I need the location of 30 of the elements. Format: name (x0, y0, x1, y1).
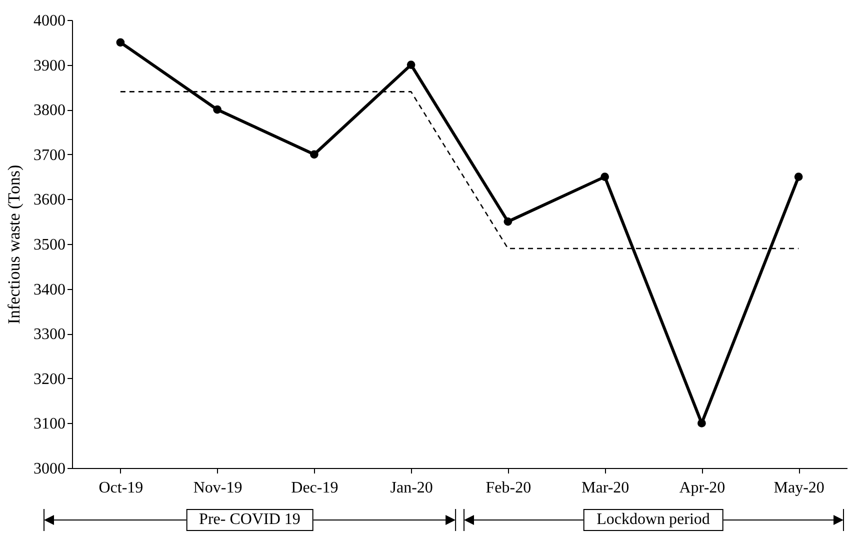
y-tick-label: 3000 (34, 460, 66, 478)
y-axis-title: Infectious waste (Tons) (4, 164, 24, 324)
text: Pre- COVID 19 (186, 509, 314, 531)
x-tick-label: Feb-20 (486, 480, 532, 496)
x-tick-label: Apr-20 (679, 480, 726, 496)
point (794, 172, 803, 181)
point (600, 172, 609, 181)
x-tick-label: Oct-19 (98, 480, 144, 496)
x-tick-label: Jan-20 (390, 480, 433, 496)
y-tick-label: 3200 (34, 370, 66, 388)
point (213, 105, 222, 114)
point (116, 38, 125, 47)
x-tick-label: Nov-19 (193, 480, 242, 496)
x-tick-label: Mar-20 (581, 480, 630, 496)
y-tick-label: 3300 (34, 326, 66, 344)
point (406, 60, 416, 69)
y-tick-label: 4000 (34, 12, 66, 30)
y-tick-label: 3100 (34, 416, 66, 433)
y-tick-label: 3900 (34, 57, 66, 74)
x-tick-label: May-20 (774, 480, 824, 496)
point (310, 150, 318, 159)
text: Lockdown period (584, 509, 723, 531)
y-tick-label: 3700 (34, 146, 66, 164)
y-tick-label: 3500 (34, 236, 66, 254)
point (504, 217, 512, 226)
y-tick-label: 3800 (34, 102, 66, 120)
y-tick-label: 3600 (34, 192, 66, 209)
y-tick-label: 3400 (34, 281, 66, 298)
x-tick-label: Dec-19 (291, 480, 338, 496)
point (698, 419, 706, 428)
